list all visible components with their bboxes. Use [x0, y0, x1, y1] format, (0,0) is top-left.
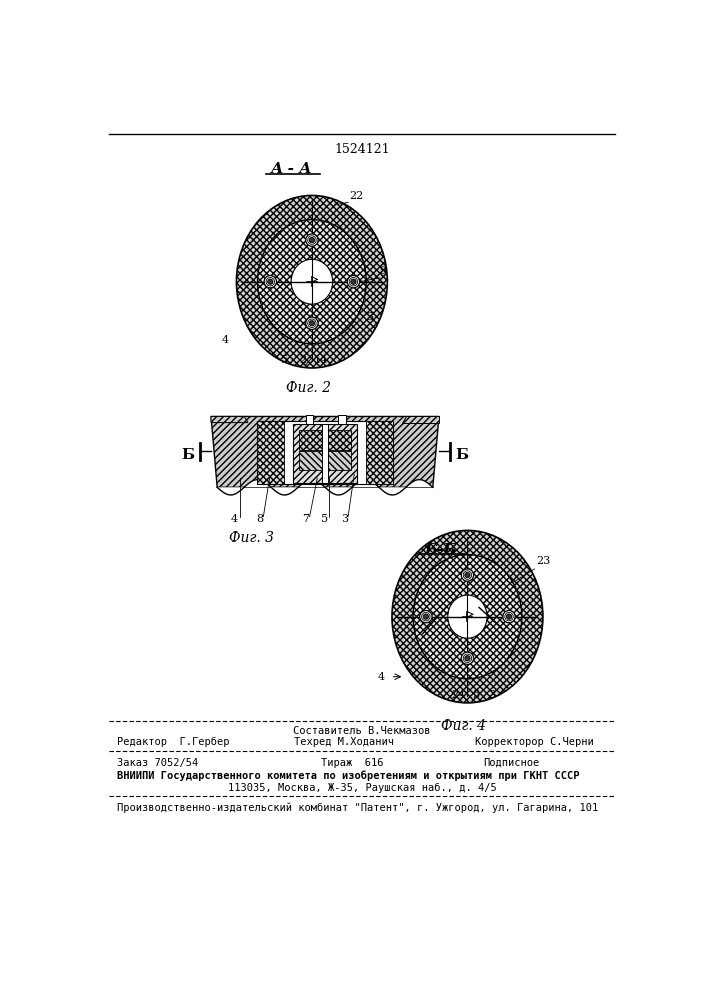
Bar	[299, 430, 351, 450]
Polygon shape	[211, 416, 439, 487]
Ellipse shape	[448, 595, 487, 638]
Bar	[293, 424, 357, 483]
Text: Фиг. 2: Фиг. 2	[286, 381, 331, 395]
Text: Составитель В.Чекмазов: Составитель В.Чекмазов	[293, 726, 431, 736]
Circle shape	[309, 237, 315, 243]
Text: Тираж  616: Тираж 616	[321, 758, 384, 768]
Text: Б-Б: Б-Б	[424, 543, 457, 557]
Text: Фиг. 3: Фиг. 3	[229, 531, 274, 545]
Text: 7: 7	[303, 514, 309, 524]
Bar	[299, 451, 351, 470]
Text: 113035, Москва, Ж-35, Раушская наб., д. 4/5: 113035, Москва, Ж-35, Раушская наб., д. …	[228, 783, 496, 793]
Text: 14: 14	[314, 355, 328, 365]
Text: Подписное: Подписное	[483, 758, 539, 768]
Bar	[257, 421, 393, 484]
Text: Б: Б	[455, 448, 469, 462]
Text: 3: 3	[489, 690, 496, 700]
Text: А - А: А - А	[271, 162, 312, 176]
Text: 22: 22	[349, 191, 363, 201]
Bar	[305, 415, 313, 424]
Text: Редактор  Г.Гербер: Редактор Г.Гербер	[117, 737, 230, 747]
Text: 23: 23	[537, 556, 551, 566]
Circle shape	[305, 317, 318, 329]
Text: 5: 5	[322, 514, 329, 524]
Ellipse shape	[291, 259, 333, 304]
Text: 24: 24	[451, 690, 465, 700]
Ellipse shape	[392, 530, 543, 703]
Text: 3: 3	[341, 514, 348, 524]
Text: 2: 2	[299, 355, 306, 365]
Bar	[338, 415, 346, 424]
Text: 4: 4	[378, 672, 385, 682]
Text: 4: 4	[222, 335, 229, 345]
Circle shape	[268, 279, 273, 284]
Text: 9: 9	[380, 266, 387, 276]
Ellipse shape	[257, 220, 366, 344]
Text: Б: Б	[182, 448, 194, 462]
Text: Фиг. 4: Фиг. 4	[441, 719, 486, 733]
Bar	[366, 421, 393, 484]
Polygon shape	[211, 416, 248, 423]
Text: 5: 5	[473, 690, 480, 700]
Text: 3: 3	[366, 312, 373, 322]
Text: Техред М.Ходанич: Техред М.Ходанич	[294, 737, 395, 747]
Circle shape	[305, 234, 318, 246]
Circle shape	[264, 276, 276, 288]
Text: Производственно-издательский комбинат "Патент", г. Ужгород, ул. Гагарина, 101: Производственно-издательский комбинат "П…	[117, 802, 598, 813]
Circle shape	[309, 321, 315, 326]
Circle shape	[503, 610, 515, 623]
Ellipse shape	[413, 555, 522, 679]
Text: 4: 4	[230, 514, 238, 524]
Polygon shape	[402, 416, 439, 423]
Text: 5: 5	[281, 355, 288, 365]
Polygon shape	[217, 480, 433, 495]
Circle shape	[423, 614, 428, 619]
Ellipse shape	[236, 195, 387, 368]
Circle shape	[347, 276, 360, 288]
Circle shape	[420, 610, 432, 623]
Text: 1524121: 1524121	[334, 143, 390, 156]
Circle shape	[506, 614, 512, 619]
Circle shape	[464, 572, 470, 578]
Bar	[322, 424, 328, 483]
Text: ВНИИПИ Государственного комитета по изобретениям и открытиям при ГКНТ СССР: ВНИИПИ Государственного комитета по изоб…	[117, 771, 580, 781]
Circle shape	[461, 569, 474, 581]
Circle shape	[351, 279, 356, 284]
Circle shape	[461, 652, 474, 664]
Bar	[257, 421, 284, 484]
Text: Корректорор С.Черни: Корректорор С.Черни	[475, 737, 594, 747]
Text: 8: 8	[256, 514, 263, 524]
Circle shape	[464, 656, 470, 661]
Text: Заказ 7052/54: Заказ 7052/54	[117, 758, 199, 768]
